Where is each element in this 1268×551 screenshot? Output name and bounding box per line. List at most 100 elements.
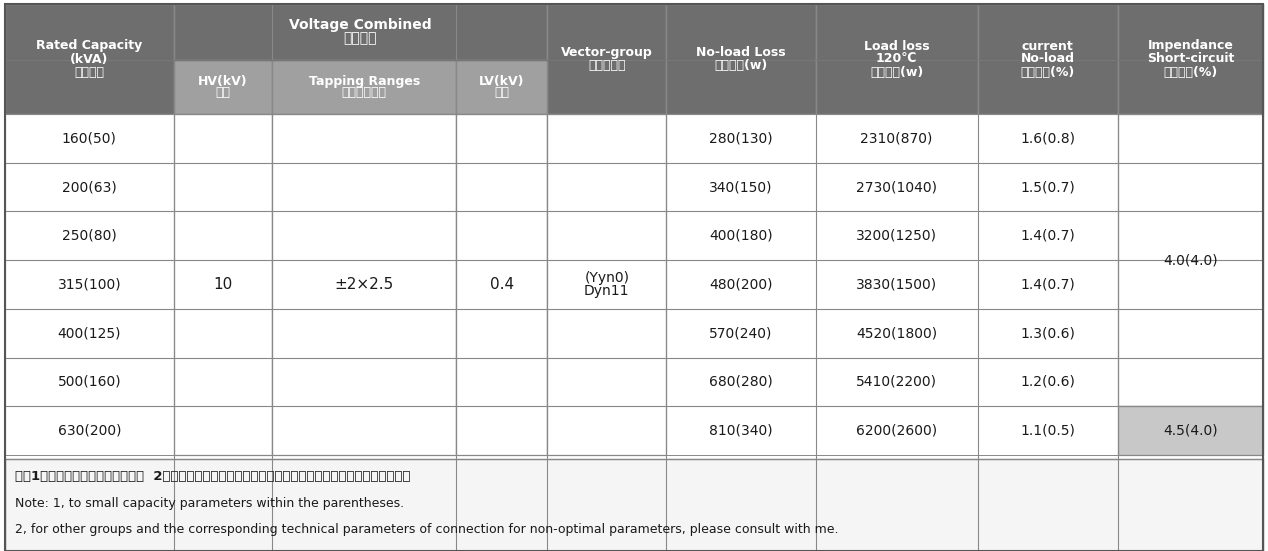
Bar (174, 358, 273, 406)
Text: Dyn11: Dyn11 (585, 284, 629, 298)
Bar (978, 4, 1118, 114)
Text: 630(200): 630(200) (57, 424, 120, 437)
Bar (815, 4, 978, 114)
Bar (273, 309, 456, 358)
Bar (174, 163, 273, 212)
Bar (978, 309, 1118, 358)
Text: 2, for other groups and the corresponding technical parameters of connection for: 2, for other groups and the correspondin… (15, 522, 838, 536)
Text: 10: 10 (213, 277, 232, 292)
Text: Tapping Ranges: Tapping Ranges (308, 74, 420, 88)
Text: 120℃: 120℃ (876, 52, 917, 66)
Bar (273, 406, 456, 455)
Bar (815, 114, 978, 163)
Text: Short-circuit: Short-circuit (1146, 52, 1234, 66)
Text: 3200(1250): 3200(1250) (856, 229, 937, 243)
Text: HV(kV): HV(kV) (198, 74, 247, 88)
Text: ±2×2.5: ±2×2.5 (335, 277, 394, 292)
Text: (Yyn0): (Yyn0) (585, 271, 629, 285)
Bar (174, 60, 273, 114)
Text: 160(50): 160(50) (62, 131, 117, 145)
Text: 低压: 低压 (495, 87, 510, 100)
Text: 250(80): 250(80) (62, 229, 117, 243)
Bar (547, 4, 667, 114)
Text: 1.5(0.7): 1.5(0.7) (1021, 180, 1075, 194)
Text: 电压组合: 电压组合 (344, 31, 377, 46)
Text: Rated Capacity: Rated Capacity (37, 39, 142, 51)
Text: LV(kV): LV(kV) (479, 74, 525, 88)
Bar (5, 406, 174, 455)
Text: 额定容量: 额定容量 (75, 67, 104, 79)
Bar (5, 4, 174, 114)
Text: Load loss: Load loss (864, 40, 929, 52)
Text: 高压: 高压 (216, 87, 231, 100)
Text: 1.6(0.8): 1.6(0.8) (1021, 131, 1075, 145)
Text: 高压分接范围: 高压分接范围 (342, 87, 387, 100)
Text: Voltage Combined: Voltage Combined (289, 19, 431, 33)
Bar (547, 309, 667, 358)
Bar (978, 114, 1118, 163)
Bar (174, 260, 273, 309)
Text: 480(200): 480(200) (709, 278, 772, 291)
Bar (547, 358, 667, 406)
Bar (174, 4, 547, 60)
Bar (273, 163, 456, 212)
Bar (456, 406, 547, 455)
Bar (667, 358, 815, 406)
Bar (1118, 163, 1263, 212)
Bar (174, 212, 273, 260)
Text: 400(180): 400(180) (709, 229, 772, 243)
Bar (547, 114, 667, 455)
Bar (667, 163, 815, 212)
Bar (1118, 4, 1263, 114)
Text: 1.4(0.7): 1.4(0.7) (1021, 229, 1075, 243)
Bar (815, 406, 978, 455)
Text: 280(130): 280(130) (709, 131, 772, 145)
Text: 1.2(0.6): 1.2(0.6) (1021, 375, 1075, 389)
Bar (978, 260, 1118, 309)
Bar (273, 114, 456, 163)
Bar (273, 60, 456, 114)
Text: 5410(2200): 5410(2200) (856, 375, 937, 389)
Text: (kVA): (kVA) (70, 52, 109, 66)
Bar (174, 406, 273, 455)
Text: 空载损耗(w): 空载损耗(w) (714, 59, 767, 72)
Text: 联结组标号: 联结组标号 (588, 59, 625, 72)
Bar (815, 163, 978, 212)
Bar (273, 260, 456, 309)
Bar (273, 114, 456, 455)
Bar (667, 4, 815, 114)
Bar (5, 260, 174, 309)
Bar (5, 212, 174, 260)
Bar (456, 60, 547, 114)
Bar (174, 114, 273, 163)
Text: 4.0(4.0): 4.0(4.0) (1163, 253, 1217, 267)
Bar (1118, 406, 1263, 455)
Text: 315(100): 315(100) (57, 278, 122, 291)
Text: 810(340): 810(340) (709, 424, 772, 437)
Bar (667, 212, 815, 260)
Text: Impendance: Impendance (1148, 40, 1234, 52)
Text: No-load: No-load (1021, 52, 1075, 66)
Bar (667, 309, 815, 358)
Bar (5, 163, 174, 212)
Bar (456, 114, 547, 455)
Bar (667, 114, 815, 163)
Bar (815, 358, 978, 406)
Bar (456, 309, 547, 358)
Bar (547, 212, 667, 260)
Text: 400(125): 400(125) (57, 326, 120, 340)
Bar (5, 358, 174, 406)
Text: 3830(1500): 3830(1500) (856, 278, 937, 291)
Text: 4.5(4.0): 4.5(4.0) (1163, 424, 1217, 437)
Bar (1118, 114, 1263, 406)
Text: 短路阻抗(%): 短路阻抗(%) (1163, 66, 1217, 78)
Bar (456, 260, 547, 309)
Text: 2730(1040): 2730(1040) (856, 180, 937, 194)
Bar (273, 358, 456, 406)
Text: 500(160): 500(160) (57, 375, 122, 389)
Bar (5, 309, 174, 358)
Text: 200(63): 200(63) (62, 180, 117, 194)
Text: 注：1、括号内对小容量时的参数。  2、对于其他联结组别及相应技术参数为非优选参数，请与我公司协商。: 注：1、括号内对小容量时的参数。 2、对于其他联结组别及相应技术参数为非优选参数… (15, 471, 411, 483)
Text: No-load Loss: No-load Loss (696, 46, 786, 59)
Bar (1118, 114, 1263, 163)
